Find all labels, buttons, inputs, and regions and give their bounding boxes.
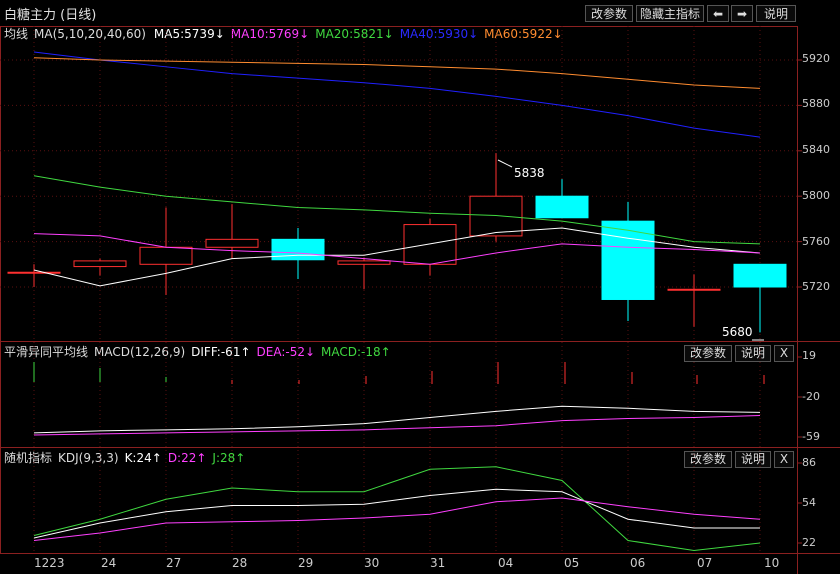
y-tick-main-1: 5880 (802, 97, 830, 110)
macd-legend-label: 平滑异同平均线 (4, 345, 89, 359)
x-tick-10: 07 (697, 556, 713, 570)
macd-value: MACD:-18↑ (321, 345, 391, 359)
kdj-help-button[interactable]: 说明 (735, 451, 771, 468)
line-dea (33, 414, 761, 436)
low-label: 5680 (722, 325, 753, 339)
y-tick-main-5: 5720 (802, 280, 830, 293)
macd-modify-params-button[interactable]: 改参数 (684, 345, 732, 362)
y-tick-main-3: 5800 (802, 189, 830, 202)
line-k (33, 488, 760, 539)
x-tick-5: 30 (364, 556, 380, 570)
candle-body (535, 195, 589, 219)
x-tick-2: 27 (166, 556, 182, 570)
d-value: D:22↑ (167, 451, 207, 465)
candle-body (337, 260, 391, 265)
line-ma5 (33, 227, 761, 287)
candle-body (7, 271, 61, 274)
next-arrow-icon[interactable]: ➡ (731, 5, 753, 22)
y-tick-macd-0: 19 (802, 349, 816, 362)
macd-close-icon[interactable]: X (774, 345, 794, 362)
x-tick-9: 06 (630, 556, 646, 570)
y-tick-main-0: 5920 (802, 52, 830, 65)
chart-title: 白糖主力 (日线) (4, 8, 97, 23)
candle-body (139, 246, 193, 265)
y-tick-kdj-2: 22 (802, 536, 816, 549)
y-tick-macd-1: -20 (802, 390, 820, 403)
ma10-value: MA10:5769↓ (230, 27, 310, 41)
line-j (33, 466, 761, 552)
kdj-legend: 随机指标 KDJ(9,3,3) K:24↑ D:22↑ J:28↑ (4, 451, 251, 465)
x-tick-1: 24 (101, 556, 117, 570)
main-legend-label: 均线 (4, 27, 29, 41)
diff-value: DIFF:-61↑ (191, 345, 251, 359)
candle-body (403, 224, 457, 265)
ma60-value: MA60:5922↓ (484, 27, 563, 41)
ma20-value: MA20:5821↓ (315, 27, 394, 41)
ma5-value: MA5:5739↓ (153, 27, 225, 41)
macd-params: MACD(12,26,9) (94, 345, 186, 359)
macd-legend: 平滑异同平均线 MACD(12,26,9) DIFF:-61↑ DEA:-52↓ MAC… (4, 345, 397, 359)
x-tick-3: 28 (232, 556, 248, 570)
y-tick-kdj-1: 54 (802, 496, 816, 509)
y-tick-main-2: 5840 (802, 143, 830, 156)
line-ma20 (33, 175, 761, 245)
ma-params: MA(5,10,20,40,60) (34, 27, 146, 41)
x-tick-7: 04 (498, 556, 514, 570)
kdj-modify-params-button[interactable]: 改参数 (684, 451, 732, 468)
high-label: 5838 (514, 166, 545, 180)
line-ma60 (33, 57, 761, 89)
j-value: J:28↑ (212, 451, 246, 465)
line-diff (33, 405, 761, 434)
x-tick-8: 05 (564, 556, 580, 570)
macd-help-button[interactable]: 说明 (735, 345, 771, 362)
candle-body (73, 260, 127, 268)
x-tick-0: 1223 (34, 556, 65, 570)
help-button[interactable]: 说明 (756, 5, 796, 22)
main-legend: 均线 MA(5,10,20,40,60) MA5:5739↓ MA10:5769↓ MA… (4, 27, 569, 41)
x-tick-6: 31 (430, 556, 446, 570)
candle-body (271, 238, 325, 261)
candle-body (469, 195, 523, 237)
y-tick-main-4: 5760 (802, 235, 830, 248)
candle-body (667, 288, 721, 291)
prev-arrow-icon[interactable]: ⬅ (707, 5, 729, 22)
hide-main-indicator-button[interactable]: 隐藏主指标 (636, 5, 704, 22)
candle-body (601, 220, 655, 300)
k-value: K:24↑ (124, 451, 162, 465)
candle-body (733, 263, 787, 288)
line-ma10 (33, 233, 761, 265)
y-tick-macd-2: -59 (802, 430, 820, 443)
line-ma40 (33, 51, 761, 138)
x-tick-4: 29 (298, 556, 314, 570)
modify-params-button[interactable]: 改参数 (585, 5, 633, 22)
candle-body (205, 238, 259, 248)
high-pointer (497, 159, 513, 168)
x-tick-11: 10 (764, 556, 780, 570)
ma40-value: MA40:5930↓ (399, 27, 479, 41)
kdj-params: KDJ(9,3,3) (58, 451, 119, 465)
y-tick-kdj-0: 86 (802, 456, 816, 469)
line-d (33, 497, 761, 541)
kdj-legend-label: 随机指标 (4, 451, 53, 465)
dea-value: DEA:-52↓ (256, 345, 316, 359)
kdj-close-icon[interactable]: X (774, 451, 794, 468)
